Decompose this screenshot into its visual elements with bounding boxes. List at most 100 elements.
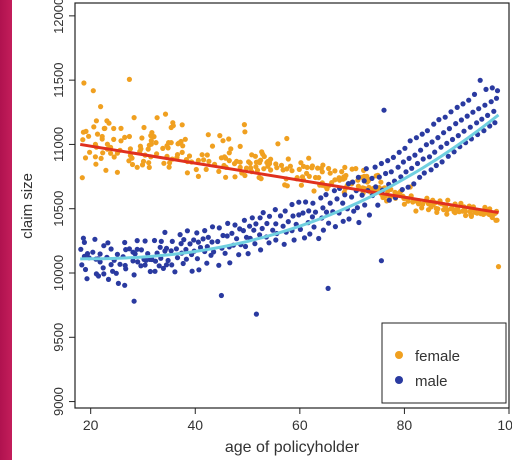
male-point (273, 221, 279, 227)
male-point (442, 114, 448, 120)
male-point (251, 227, 257, 233)
male-point (400, 159, 406, 165)
male-point (105, 240, 111, 246)
male-point (386, 197, 392, 203)
female-point (306, 173, 312, 179)
male-point (241, 217, 247, 223)
male-point (224, 233, 230, 239)
male-point (423, 142, 429, 148)
female-point (166, 164, 172, 170)
female-point (237, 159, 243, 165)
female-point (284, 183, 290, 189)
female-point (93, 161, 99, 167)
female-point (332, 168, 338, 174)
male-point (122, 282, 128, 288)
male-point (327, 200, 333, 206)
male-point (372, 164, 378, 170)
male-point (216, 262, 222, 268)
male-point (381, 107, 387, 113)
female-point (226, 150, 232, 156)
female-point (82, 155, 89, 161)
male-point (126, 246, 132, 252)
male-point (426, 154, 433, 160)
female-point (378, 179, 384, 185)
legend-swatch-female (395, 351, 403, 359)
male-point (195, 239, 201, 245)
female-point (298, 160, 304, 166)
female-point (241, 122, 247, 128)
male-point (366, 212, 372, 218)
male-point (409, 165, 415, 171)
male-point (80, 235, 86, 241)
male-point (249, 215, 255, 221)
female-trend-line (79, 142, 499, 215)
female-point (226, 136, 232, 142)
female-point (217, 133, 223, 139)
female-point (193, 166, 199, 173)
female-point (81, 80, 87, 86)
male-point (301, 235, 308, 241)
male-point (485, 112, 491, 118)
female-point (247, 160, 253, 166)
female-point (179, 149, 185, 155)
male-point (108, 262, 114, 268)
male-point (183, 256, 189, 262)
male-point (97, 251, 103, 257)
male-point (369, 175, 375, 181)
male-point (209, 224, 216, 230)
male-point (489, 85, 495, 91)
female-point (284, 166, 290, 172)
y-tick-label: 11500 (51, 63, 66, 98)
female-point (242, 172, 248, 179)
male-point (479, 116, 485, 122)
female-point (413, 208, 419, 214)
female-point (320, 162, 326, 168)
y-axis: 9000 9500 10000 10500 11000 11500 12000 (51, 0, 75, 416)
female-point (258, 176, 264, 182)
male-point (376, 174, 382, 180)
male-point (197, 244, 204, 251)
male-point (431, 121, 437, 127)
male-point (471, 91, 478, 97)
legend-swatch-male (395, 376, 403, 384)
female-point (420, 201, 426, 207)
female-point (108, 150, 114, 156)
male-point (130, 258, 136, 264)
male-point (312, 209, 319, 215)
male-point (455, 133, 461, 139)
male-point (446, 126, 452, 132)
male-point (351, 208, 357, 214)
male-point (453, 121, 459, 127)
male-point (491, 108, 497, 114)
female-point (170, 123, 176, 129)
female-point (326, 165, 332, 172)
male-point (234, 236, 240, 242)
male-point (460, 101, 466, 107)
female-point (311, 188, 317, 194)
male-point (257, 215, 263, 221)
male-point (131, 272, 137, 278)
female-point (195, 173, 201, 179)
male-point (200, 236, 206, 242)
male-point (253, 221, 259, 227)
female-point (93, 118, 99, 124)
male-point (101, 271, 107, 277)
male-point (342, 192, 348, 198)
male-point (273, 237, 279, 243)
female-point (111, 136, 117, 142)
female-point (160, 145, 166, 151)
female-point (444, 211, 450, 217)
female-point (111, 154, 117, 160)
female-point (182, 136, 188, 142)
male-point (264, 220, 270, 227)
male-point (325, 285, 331, 291)
male-point (172, 269, 178, 275)
female-point (146, 160, 152, 166)
female-point (154, 151, 160, 157)
female-point (296, 166, 302, 172)
male-point (173, 246, 179, 252)
male-point (385, 158, 391, 164)
female-point (304, 164, 310, 170)
male-point (464, 113, 470, 119)
female-point (79, 175, 85, 181)
